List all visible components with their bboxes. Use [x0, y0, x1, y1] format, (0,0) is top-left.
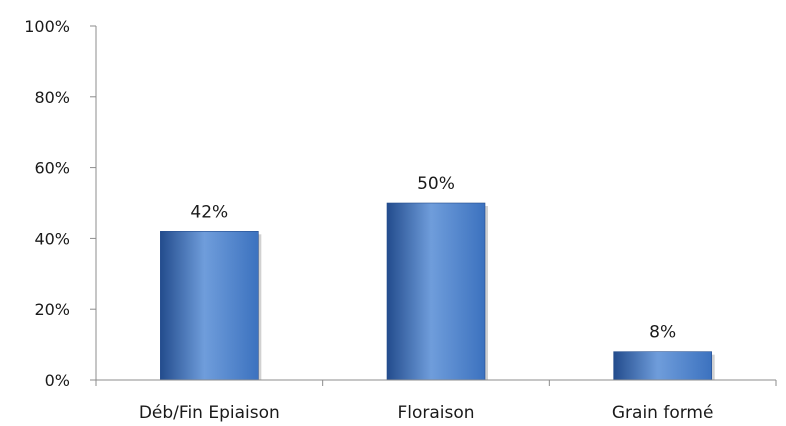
bars — [160, 202, 715, 381]
category-label: Grain formé — [612, 403, 714, 423]
category-label: Floraison — [397, 403, 474, 423]
y-tick-label: 100% — [24, 17, 70, 36]
category-labels: Déb/Fin Epiaison Floraison Grain formé — [139, 403, 714, 423]
category-label: Déb/Fin Epiaison — [139, 403, 280, 423]
bar-value-label: 50% — [417, 174, 455, 194]
y-tick-label: 80% — [34, 88, 70, 107]
y-tick-label: 20% — [34, 300, 70, 319]
bar-value-label: 42% — [190, 202, 228, 222]
y-tick-label: 0% — [45, 371, 70, 390]
bar-value-label: 8% — [649, 323, 676, 343]
y-tick-label: 60% — [34, 159, 70, 178]
y-tick-label: 40% — [34, 229, 70, 248]
axes — [95, 26, 776, 381]
y-axis-ticks: 0% 20% 40% 60% 80% 100% — [24, 17, 96, 390]
bar — [160, 231, 259, 381]
x-axis-ticks — [95, 380, 777, 386]
bar — [613, 351, 712, 381]
data-labels: 42% 50% 8% — [190, 174, 676, 343]
bar — [386, 202, 486, 381]
